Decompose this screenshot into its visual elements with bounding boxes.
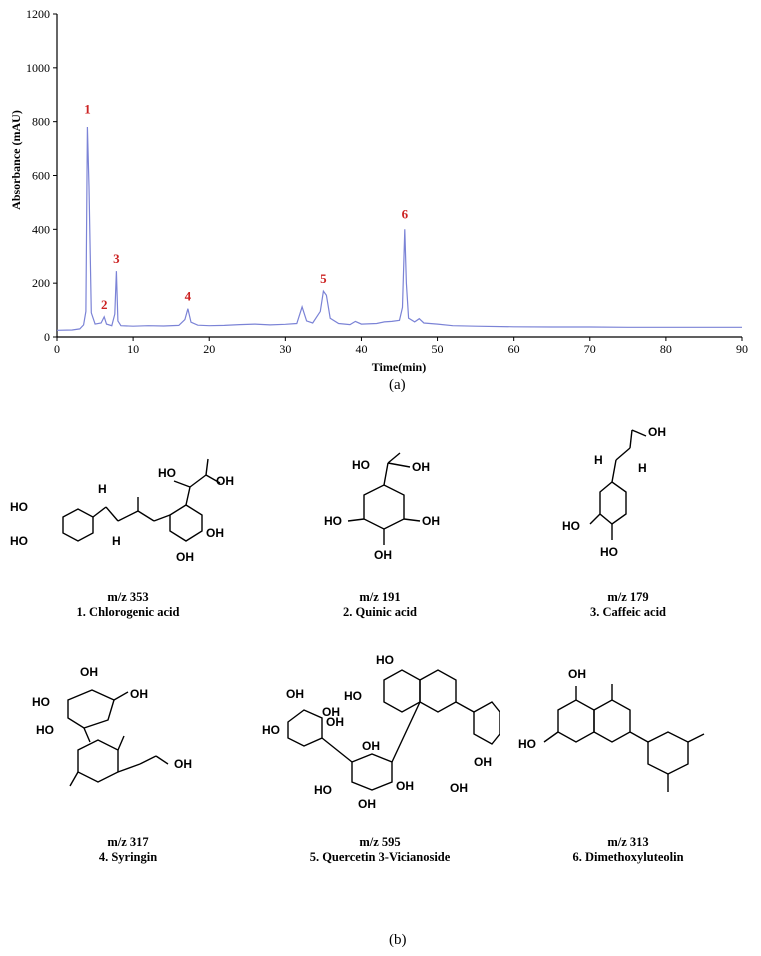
y-tick-label: 1000	[26, 61, 50, 75]
ara-oh-2: OH	[326, 715, 344, 729]
ho-3: HO	[562, 519, 580, 533]
x-tick-label: 50	[432, 342, 444, 356]
chlorogenic-acid-structure: HO HO H H HO OH OH OH	[10, 458, 234, 564]
glc-ho: HO	[314, 783, 332, 797]
oh-ch2: OH	[130, 687, 148, 701]
x-tick-label: 0	[54, 342, 60, 356]
quercetin-vicianoside-structure: HO HO OH HO OH OH OH OH OH HO OH OH	[262, 653, 500, 811]
ho-top: HO	[376, 653, 394, 667]
compound-3: OH H H HO HO m/z 179 3. Caffeic acid	[508, 410, 748, 620]
chart-axes: 0 10 20 30 40 50 60 70 80 90 0 200 400 600 800 1000 1200	[26, 7, 748, 356]
compound-4: OH HO OH HO OH m/z 317 4. Syringin	[8, 650, 248, 865]
ho-left: HO	[518, 737, 536, 751]
compound-6: OH HO m/z 313 6. Dimethoxyluteolin	[508, 650, 748, 865]
compound-4-name: 4. Syringin	[98, 850, 158, 864]
peak-label-5: 5	[320, 271, 327, 286]
x-tick-label: 40	[355, 342, 367, 356]
compound-4-mz: m/z 317	[107, 835, 149, 849]
x-tick-label: 20	[203, 342, 215, 356]
x-tick-label: 70	[584, 342, 596, 356]
cooh-oh: OH	[648, 425, 666, 439]
y-tick-label: 1200	[26, 7, 50, 21]
y-tick-label: 600	[32, 169, 50, 183]
chromatogram-trace	[56, 126, 742, 331]
oh-top: OH	[568, 667, 586, 681]
chromatogram-chart: 0 10 20 30 40 50 60 70 80 90 0 200 400 600 800 1000 1200…	[9, 7, 748, 374]
peak-label-2: 2	[101, 297, 108, 312]
oh-bottom: OH	[374, 548, 392, 562]
ring-ho: HO	[158, 466, 176, 480]
peak-label-1: 1	[84, 102, 91, 117]
oh-right: OH	[422, 514, 440, 528]
compound-2: HO OH HO OH OH m/z 191 2. Quinic acid	[260, 425, 500, 620]
compound-5-name: 5. Quercetin 3-Vicianoside	[309, 850, 451, 864]
vinyl-h-1: H	[98, 482, 107, 496]
caffeic-acid-structure: OH H H HO HO	[562, 425, 666, 559]
peak-label-6: 6	[402, 207, 409, 222]
y-axis-label: Absorbance (mAU)	[9, 110, 23, 210]
compound-3-mz: m/z 179	[607, 590, 649, 604]
compound-5: HO HO OH HO OH OH OH OH OH HO OH OH m/z …	[260, 650, 500, 865]
compound-6-name: 6. Dimethoxyluteolin	[572, 850, 684, 864]
ho-3: HO	[10, 500, 28, 514]
peak-label-3: 3	[113, 251, 120, 266]
ring-oh-a: OH	[206, 526, 224, 540]
compound-1: HO HO H H HO OH OH OH m/z 353 1. Chlorog…	[8, 425, 248, 620]
x-tick-label: 90	[736, 342, 748, 356]
ho-low: HO	[36, 723, 54, 737]
glc-oh-2: OH	[396, 779, 414, 793]
ring-oh-2: OH	[450, 781, 468, 795]
ara-ho: HO	[262, 723, 280, 737]
peak-labels: 1 2 3 4 5 6	[84, 102, 408, 312]
oh-end: OH	[174, 757, 192, 771]
y-tick-label: 400	[32, 222, 50, 236]
ring-oh-b: OH	[176, 550, 194, 564]
x-tick-label: 80	[660, 342, 672, 356]
cooh-oh: OH	[216, 474, 234, 488]
compound-1-mz: m/z 353	[107, 590, 149, 604]
ho-left: HO	[324, 514, 342, 528]
ho-4: HO	[600, 545, 618, 559]
panel-label-a: (a)	[389, 377, 406, 393]
ho-mid: HO	[344, 689, 362, 703]
compound-5-mz: m/z 595	[359, 835, 401, 849]
y-tick-label: 0	[44, 330, 50, 344]
cooh-oh: OH	[412, 460, 430, 474]
panel-label-b: (b)	[389, 932, 407, 948]
ara-oh-b: OH	[362, 739, 380, 753]
vinyl-h-2: H	[638, 461, 647, 475]
vinyl-h-1: H	[594, 453, 603, 467]
x-axis-label: Time(min)	[372, 360, 426, 374]
y-tick-label: 200	[32, 276, 50, 290]
ho-4: HO	[10, 534, 28, 548]
syringin-structure: OH HO OH HO OH	[32, 665, 192, 787]
glc-oh-1: OH	[358, 797, 376, 811]
ara-oh-1: OH	[286, 687, 304, 701]
vinyl-h-2: H	[112, 534, 121, 548]
compound-1-name: 1. Chlorogenic acid	[76, 605, 180, 619]
compound-3-name: 3. Caffeic acid	[589, 605, 667, 619]
x-tick-label: 10	[127, 342, 139, 356]
y-tick-label: 800	[32, 115, 50, 129]
oh-top: OH	[80, 665, 98, 679]
x-tick-label: 60	[508, 342, 520, 356]
compound-2-mz: m/z 191	[359, 590, 401, 604]
dimethoxyluteolin-structure: OH HO	[518, 667, 705, 792]
ho-top: HO	[352, 458, 370, 472]
ring-oh-1: OH	[474, 755, 492, 769]
compound-2-name: 2. Quinic acid	[343, 605, 417, 619]
peak-label-4: 4	[185, 289, 192, 304]
compound-6-mz: m/z 313	[607, 835, 649, 849]
quinic-acid-structure: HO OH HO OH OH	[324, 452, 440, 562]
ara-oh-a: OH	[322, 705, 340, 719]
ho-left: HO	[32, 695, 50, 709]
x-tick-label: 30	[279, 342, 291, 356]
